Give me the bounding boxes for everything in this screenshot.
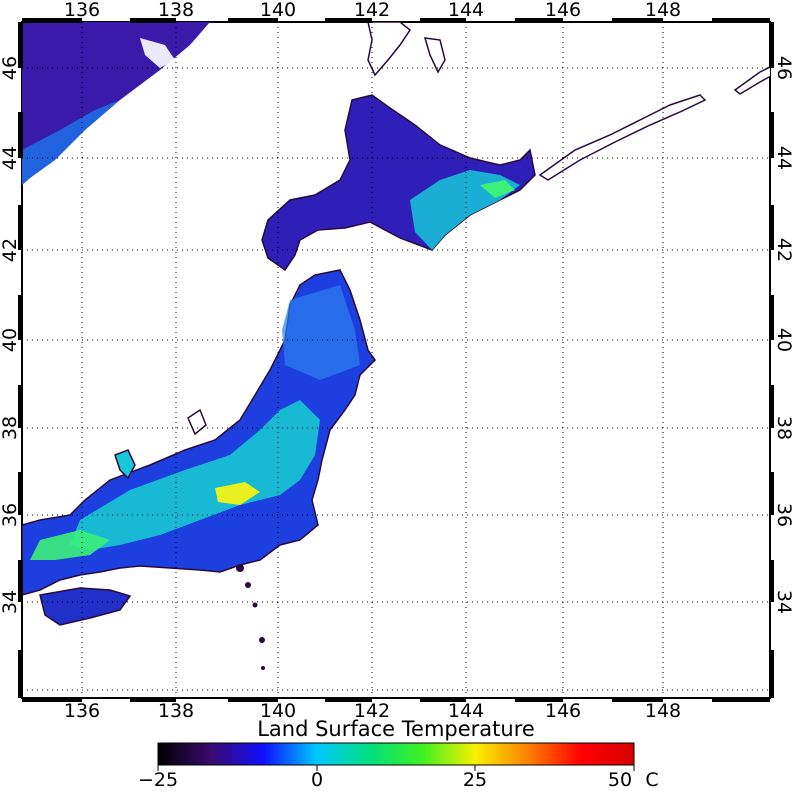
land-honshu-warm — [70, 400, 320, 550]
land-sakhalin-tip — [423, 37, 446, 74]
frame-tick — [18, 650, 23, 698]
colorbar-tick-label: 0 — [311, 769, 323, 791]
latitude-label: 36 — [0, 503, 21, 527]
land-izu-island — [259, 637, 265, 643]
bottom-longitude-labels: 136 138 140 142 144 146 148 — [64, 700, 681, 722]
longitude-label: 140 — [260, 700, 296, 722]
longitude-label: 148 — [645, 700, 681, 722]
land-sakhalin — [367, 22, 412, 77]
longitude-label: 136 — [64, 0, 100, 21]
land-noto — [114, 449, 136, 480]
frame-tick — [22, 18, 82, 23]
colorbar-title: Land Surface Temperature — [257, 717, 535, 741]
longitude-label: 142 — [354, 700, 390, 722]
latitude-label: 44 — [0, 146, 21, 170]
frame-tick — [769, 560, 774, 602]
frame-tick — [769, 112, 774, 158]
land-russia-warm-strip — [22, 100, 120, 185]
frame-tick — [515, 697, 563, 702]
latitude-label: 38 — [0, 416, 21, 440]
frame-tick — [515, 18, 563, 23]
frame-ticks — [18, 18, 774, 702]
frame-tick — [612, 18, 663, 23]
land-honshu-hot — [30, 530, 110, 560]
frame-tick — [769, 205, 774, 250]
land-russia-snow — [140, 38, 175, 68]
colorbar-ticks — [157, 765, 635, 771]
frame-tick — [18, 472, 23, 515]
longitude-label: 146 — [545, 700, 581, 722]
colorbar-tick-label: 25 — [463, 769, 487, 791]
frame-tick — [228, 18, 278, 23]
frame-tick — [18, 112, 23, 158]
map-content — [22, 22, 770, 670]
longitude-label: 136 — [64, 700, 100, 722]
left-latitude-labels: 46 44 42 40 38 36 34 — [0, 56, 21, 614]
colorbar — [157, 742, 635, 766]
frame-tick — [130, 18, 176, 23]
latitude-label: 38 — [773, 416, 792, 440]
land-honshu-north-cool — [282, 285, 360, 380]
frame-tick — [325, 697, 372, 702]
longitude-label: 138 — [158, 700, 194, 722]
latitude-label: 46 — [773, 56, 792, 80]
latitude-label: 42 — [0, 238, 21, 262]
right-latitude-labels: 46 44 42 40 38 36 34 — [773, 56, 792, 614]
land-hokkaido — [261, 94, 536, 272]
land-honshu-hottest — [215, 482, 260, 505]
land-kuril-islands — [538, 94, 707, 181]
frame-tick — [769, 22, 774, 68]
frame-tick — [712, 18, 770, 23]
latitude-label: 42 — [773, 238, 792, 262]
land-izu-island — [236, 564, 244, 572]
top-longitude-labels: 136 138 140 142 144 146 148 — [64, 0, 681, 21]
frame-tick — [228, 697, 278, 702]
latitude-label: 44 — [773, 146, 792, 170]
longitude-label: 144 — [448, 0, 484, 21]
frame-tick — [612, 697, 663, 702]
latitude-label: 40 — [0, 328, 21, 352]
longitude-label: 138 — [158, 0, 194, 21]
land-izu-island — [252, 602, 258, 608]
longitude-label: 148 — [645, 0, 681, 21]
latitude-label: 36 — [773, 503, 792, 527]
land-izu-island — [245, 582, 251, 588]
longitude-label: 140 — [260, 0, 296, 21]
frame-tick — [325, 18, 372, 23]
land-izu-island — [261, 666, 265, 670]
frame-tick — [769, 385, 774, 428]
frame-tick — [22, 697, 82, 702]
frame-tick — [130, 697, 176, 702]
longitude-label: 142 — [354, 0, 390, 21]
colorbar-tick-label: 50 — [608, 769, 632, 791]
land-hokkaido-hot — [480, 180, 515, 198]
longitude-label: 146 — [545, 0, 581, 21]
frame-tick — [769, 650, 774, 698]
frame-tick — [420, 697, 466, 702]
frame-tick — [769, 472, 774, 515]
frame-tick — [769, 295, 774, 340]
land-shikoku — [39, 587, 132, 626]
frame-tick — [18, 560, 23, 602]
longitude-label: 144 — [448, 700, 484, 722]
frame-tick — [712, 697, 770, 702]
latitude-label: 34 — [0, 590, 21, 614]
land-kuril-north — [733, 66, 770, 95]
frame-tick — [18, 295, 23, 340]
colorbar-unit: C — [645, 769, 658, 791]
frame-tick — [18, 385, 23, 428]
latitude-label: 34 — [773, 590, 792, 614]
frame-tick — [420, 18, 466, 23]
latitude-label: 46 — [0, 56, 21, 80]
frame-tick — [18, 205, 23, 250]
latitude-label: 40 — [773, 328, 792, 352]
colorbar-tick-label: −25 — [138, 769, 178, 791]
frame-tick — [18, 22, 23, 68]
